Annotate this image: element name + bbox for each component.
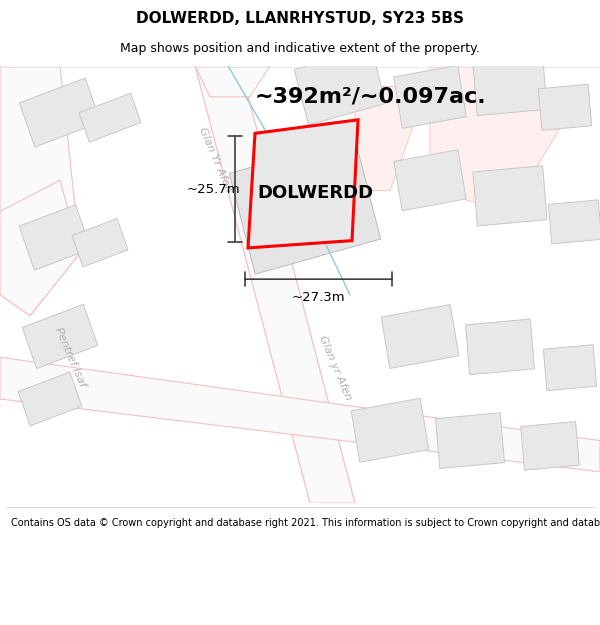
Polygon shape — [544, 344, 596, 391]
Polygon shape — [394, 66, 466, 128]
Polygon shape — [538, 84, 592, 131]
Text: DOLWERDD: DOLWERDD — [257, 184, 373, 202]
Polygon shape — [22, 304, 98, 369]
Text: Glan yr Afen: Glan yr Afen — [317, 334, 353, 401]
Text: Pentref Isaf: Pentref Isaf — [53, 326, 87, 389]
Text: ~27.3m: ~27.3m — [292, 291, 346, 304]
Polygon shape — [473, 58, 547, 116]
Text: Contains OS data © Crown copyright and database right 2021. This information is : Contains OS data © Crown copyright and d… — [11, 518, 600, 528]
Polygon shape — [430, 66, 560, 211]
Polygon shape — [195, 66, 355, 503]
Polygon shape — [466, 319, 535, 375]
Text: Glan Yr Afon: Glan Yr Afon — [197, 126, 233, 193]
Polygon shape — [79, 93, 141, 142]
Polygon shape — [473, 166, 547, 226]
Polygon shape — [0, 180, 80, 316]
Text: ~25.7m: ~25.7m — [186, 182, 240, 196]
Polygon shape — [394, 150, 466, 211]
Polygon shape — [195, 66, 270, 97]
Polygon shape — [0, 66, 80, 316]
Polygon shape — [548, 200, 600, 244]
Polygon shape — [18, 372, 82, 426]
Polygon shape — [19, 78, 101, 147]
Polygon shape — [72, 219, 128, 267]
Polygon shape — [229, 138, 381, 274]
Text: DOLWERDD, LLANRHYSTUD, SY23 5BS: DOLWERDD, LLANRHYSTUD, SY23 5BS — [136, 11, 464, 26]
Polygon shape — [436, 412, 505, 469]
Polygon shape — [294, 48, 386, 125]
Text: Map shows position and indicative extent of the property.: Map shows position and indicative extent… — [120, 42, 480, 55]
Polygon shape — [355, 86, 420, 191]
Polygon shape — [521, 421, 579, 470]
Polygon shape — [19, 205, 91, 270]
Text: ~392m²/~0.097ac.: ~392m²/~0.097ac. — [254, 87, 486, 107]
Polygon shape — [351, 398, 429, 462]
Polygon shape — [0, 357, 600, 472]
Polygon shape — [381, 304, 459, 368]
Polygon shape — [248, 120, 358, 248]
